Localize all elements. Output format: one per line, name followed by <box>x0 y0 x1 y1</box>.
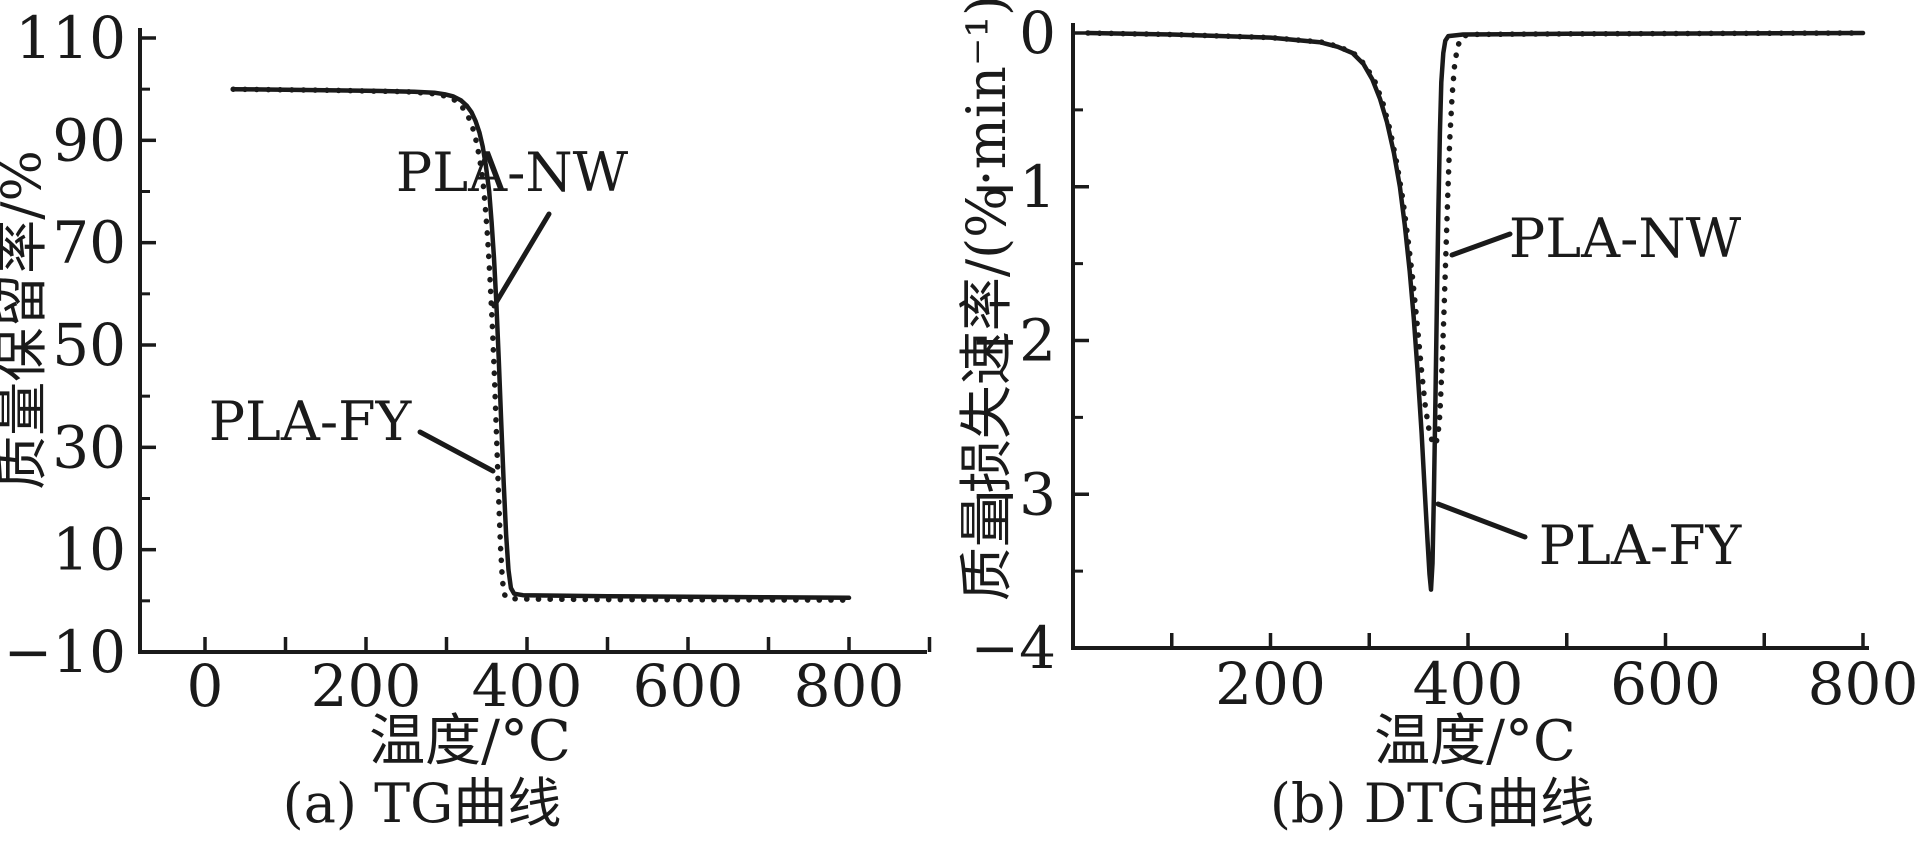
tg-leader-line-pla-fy <box>417 429 496 474</box>
dtg-x-tick-label: 400 <box>1413 650 1524 718</box>
tg-chart-panel: 0 200 400 600 800 110 90 70 50 30 10 −10 PLA-NW PLA-F… <box>0 4 932 835</box>
dtg-series-label-pla-nw: PLA-NW <box>1509 207 1742 270</box>
dtg-curve-pla-fy <box>1085 30 1866 592</box>
tg-y-tick-label: 110 <box>15 4 126 72</box>
tg-y-tick-label: 90 <box>52 106 126 174</box>
dtg-y-tick-label: −2 <box>971 307 1057 375</box>
tg-axes <box>138 28 927 654</box>
dtg-x-tick-label: 200 <box>1215 650 1326 718</box>
dtg-x-axis-title: 温度/°C <box>1374 709 1576 774</box>
tg-y-tick-label: 30 <box>52 413 126 481</box>
dtg-axes <box>1071 23 1869 650</box>
tg-x-tick-label: 400 <box>472 652 583 720</box>
tg-y-tick-label: 10 <box>52 516 126 584</box>
tg-x-tick-label: 200 <box>311 652 422 720</box>
tg-x-axis-title: 温度/°C <box>369 709 571 774</box>
dtg-x-tick-label: 600 <box>1610 650 1721 718</box>
tg-x-tick-label: 800 <box>794 652 905 720</box>
dtg-leader-line-pla-nw <box>1449 231 1513 258</box>
tg-leader-line-pla-nw <box>491 211 552 309</box>
tg-series-label-pla-nw: PLA-NW <box>396 141 629 204</box>
dtg-y-tick-label: −3 <box>971 460 1057 528</box>
tg-curve-pla-fy <box>230 86 852 603</box>
tg-y-tick-label: −10 <box>4 618 126 686</box>
dtg-series-label-pla-fy: PLA-FY <box>1539 514 1743 577</box>
tg-x-tick-label: 600 <box>633 652 744 720</box>
dtg-caption: (b) DTG曲线 <box>1270 772 1594 835</box>
tg-x-tick-label: 0 <box>187 652 224 720</box>
tg-y-axis-title: 质量保留率/% <box>0 150 53 490</box>
dtg-y-tick-label: 0 <box>1019 0 1056 67</box>
tg-y-tick-label: 50 <box>52 311 126 379</box>
tg-series-label-pla-fy: PLA-FY <box>209 390 413 453</box>
dtg-y-axis-title: 质量损失速率/(%·min⁻¹) <box>955 0 1018 601</box>
dtg-y-tick-label: −1 <box>971 153 1057 221</box>
tg-caption: (a) TG曲线 <box>283 772 562 835</box>
tg-y-tick-label: 70 <box>52 209 126 277</box>
dtg-x-tick-label: 800 <box>1808 650 1916 718</box>
dtg-curve-pla-nw <box>1085 30 1866 448</box>
dtg-y-tick-label: −4 <box>971 614 1057 682</box>
dtg-leader-line-pla-fy <box>1435 501 1528 540</box>
dtg-chart-panel: 200 400 600 800 0 −1 −2 −3 −4 PLA-NW PLA-FY 温度/°C(b… <box>955 0 1916 835</box>
